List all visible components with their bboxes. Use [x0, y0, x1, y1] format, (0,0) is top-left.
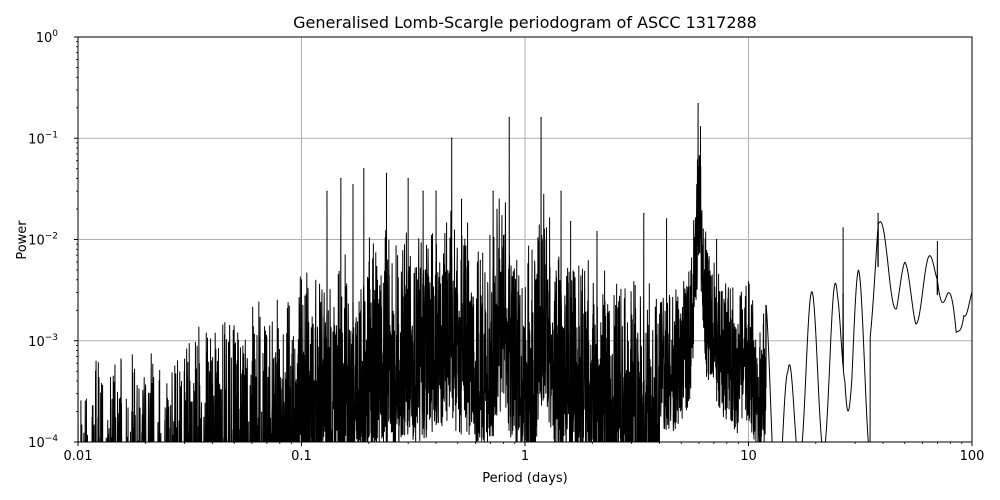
x-tick-label: 10 — [740, 449, 757, 464]
y-tick-label: 10−3 — [28, 333, 58, 350]
periodogram-line — [78, 103, 972, 442]
tick-labels: 0.01 0.1 1 10 100 10−4 10−3 10−2 10−1 100 — [28, 29, 984, 464]
peak-point — [492, 190, 494, 192]
peak-point — [422, 190, 424, 192]
y-tick-label: 10−1 — [28, 130, 58, 147]
chart-title: Generalised Lomb-Scargle periodogram of … — [293, 13, 757, 32]
peak-point — [560, 190, 562, 192]
peak-point — [407, 177, 409, 180]
peak-point — [842, 227, 844, 229]
peak-point — [460, 198, 463, 200]
peak-point — [435, 190, 437, 192]
peak-point — [936, 241, 938, 243]
peak-point — [385, 172, 388, 174]
peak-point — [363, 168, 365, 170]
peak-point — [570, 221, 572, 223]
peak-point — [340, 177, 342, 180]
y-axis-label: Power — [15, 220, 30, 260]
x-tick-label: 0.1 — [291, 449, 312, 464]
peak-point — [508, 116, 510, 119]
x-axis-label: Period (days) — [482, 471, 568, 486]
x-tick-label: 0.01 — [64, 449, 93, 464]
y-tick-label: 10−4 — [28, 434, 58, 451]
peak-point — [352, 183, 354, 186]
y-tick-label: 10−2 — [28, 232, 58, 249]
peak-point — [665, 218, 668, 220]
peak-point — [697, 102, 699, 105]
peak-point — [596, 230, 598, 233]
x-tick-label: 1 — [521, 449, 529, 464]
peak-point — [877, 213, 879, 215]
peak-point — [326, 190, 328, 192]
peak-point — [699, 126, 702, 128]
peak-point — [540, 116, 542, 119]
x-tick-label: 100 — [960, 449, 985, 464]
peak-point — [716, 238, 718, 241]
peak-point — [643, 213, 645, 215]
ticks — [74, 36, 973, 446]
plot-area — [78, 102, 972, 442]
y-tick-label: 100 — [36, 29, 59, 46]
peak-point — [451, 137, 453, 139]
